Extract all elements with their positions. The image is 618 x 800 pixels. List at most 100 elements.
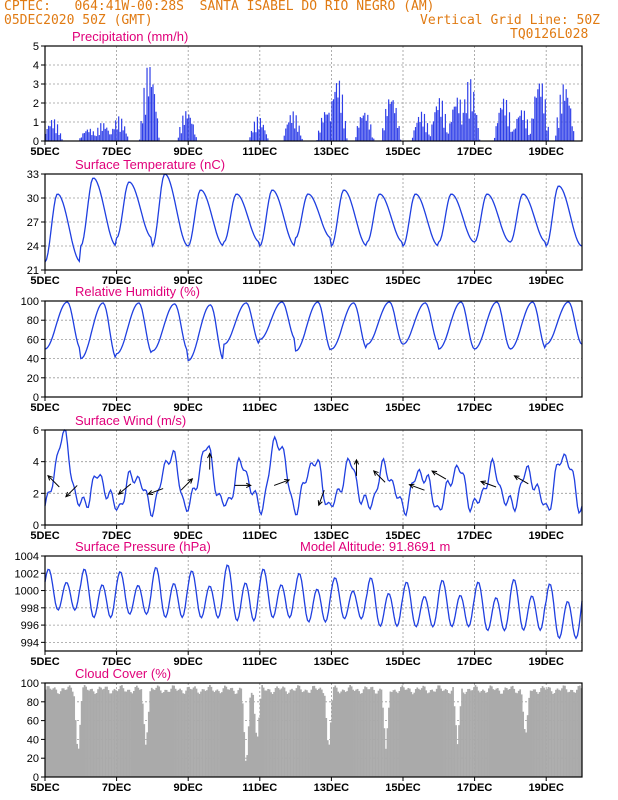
cloud-cover-bar [174, 688, 177, 777]
cloud-cover-bar [133, 690, 135, 777]
precipitation-bar [86, 129, 88, 141]
cloud-cover-bar [212, 690, 214, 777]
precipitation-bar [394, 113, 396, 141]
precipitation-bar [343, 128, 345, 141]
y-tick-label: 30 [27, 193, 39, 205]
x-tick-label: 5DEC [30, 530, 59, 542]
cloud-cover-bar [153, 689, 156, 777]
cloud-cover-bar [176, 690, 178, 777]
cloud-cover-bar [128, 689, 131, 777]
cloud-cover-bar [109, 693, 111, 777]
precipitation-bar [505, 100, 508, 141]
precipitation-bar [46, 128, 48, 141]
precipitation-bar [444, 113, 446, 141]
wind-arrow-head [207, 452, 213, 459]
precipitation-bar [103, 123, 105, 141]
cloud-cover-bar [140, 689, 143, 777]
cloud-cover-bar [319, 687, 322, 777]
cloud-cover-bar [95, 693, 98, 777]
cloud-cover-bar [543, 687, 545, 777]
precipitation-bar [362, 115, 364, 141]
cloud-cover-bar [408, 688, 411, 777]
cloud-cover-bar [511, 685, 514, 777]
wind-arrow-head [372, 470, 379, 476]
x-tick-label: 13DEC [314, 530, 350, 542]
cloud-cover-bar [505, 688, 508, 777]
precipitation-bar [94, 135, 96, 141]
cloud-cover-bar [56, 693, 59, 777]
cloud-cover-bar [492, 689, 495, 777]
cloud-cover-bar [552, 694, 554, 777]
cloud-cover-bar [135, 685, 138, 777]
panel-title: Surface Temperature (nC) [75, 157, 225, 172]
cloud-cover-bar [165, 689, 168, 777]
precipitation-bar [55, 133, 57, 141]
cloud-cover-bar [116, 691, 119, 777]
precipitation-bar [119, 131, 121, 141]
precipitation-bar [364, 112, 366, 141]
cloud-cover-bar [298, 685, 301, 777]
x-tick-label: 7DEC [102, 146, 131, 158]
precipitation-bar [286, 124, 288, 141]
cloud-cover-bar [200, 691, 202, 777]
cloud-cover-bar [441, 691, 444, 777]
precipitation-bar [153, 94, 156, 141]
precipitation-bar [143, 87, 145, 141]
precipitation-bar [252, 132, 254, 141]
cloud-cover-bar [437, 685, 439, 777]
y-tick-label: 996 [21, 620, 39, 632]
precipitation-bar [83, 133, 85, 141]
precipitation-bar [437, 110, 439, 141]
cloud-cover-bar [255, 732, 258, 777]
precipitation-bar [479, 139, 481, 141]
cloud-cover-bar [562, 685, 565, 777]
cloud-cover-bar [270, 692, 272, 777]
precipitation-bar [289, 115, 291, 141]
precipitation-bar [392, 100, 394, 141]
wind-arrow-head [317, 500, 323, 507]
cloud-cover-bar [382, 707, 384, 777]
precipitation-bar [141, 123, 144, 141]
cloud-cover-bar [443, 690, 445, 777]
cloud-cover-bar [397, 693, 399, 777]
cloud-cover-bar [294, 690, 296, 777]
cloud-cover-bar [525, 732, 528, 777]
precipitation-bar [529, 133, 531, 141]
cloud-cover-bar [496, 688, 499, 777]
precipitation-bar [291, 122, 293, 141]
x-tick-label: 9DEC [174, 656, 203, 668]
precipitation-bar [285, 128, 287, 141]
precipitation-bar [98, 135, 100, 141]
cloud-cover-bar [438, 685, 441, 777]
precipitation-bar [258, 129, 260, 141]
y-tick-label: 80 [27, 315, 39, 327]
precipitation-bar [325, 114, 327, 141]
precipitation-bar [121, 118, 123, 141]
precipitation-bar [152, 84, 154, 141]
cloud-cover-bar [189, 688, 192, 777]
cloud-cover-bar [388, 707, 390, 777]
cloud-cover-bar [411, 694, 414, 777]
cloud-cover-bar [241, 703, 244, 777]
cloud-cover-bar [47, 686, 50, 777]
cloud-cover-bar [356, 688, 359, 777]
precipitation-bar [122, 130, 124, 141]
wind-arrow-head [117, 489, 124, 495]
cloud-cover-bar [150, 687, 153, 777]
cloud-cover-bar [400, 687, 402, 777]
cloud-cover-bar [328, 744, 331, 777]
cloud-cover-bar [559, 690, 562, 777]
precipitation-bar [116, 129, 118, 141]
precipitation-bar [124, 126, 126, 141]
cloud-cover-bar [564, 685, 566, 777]
precipitation-bar [355, 137, 357, 141]
cloud-cover-bar [73, 696, 76, 777]
precipitation-bar [535, 97, 537, 141]
precipitation-bar [158, 137, 160, 141]
precipitation-bar [450, 121, 452, 141]
y-tick-label: 0 [33, 520, 39, 532]
precipitation-bar [570, 108, 572, 141]
precipitation-bar [499, 107, 502, 141]
precipitation-bar [508, 112, 511, 141]
cloud-cover-bar [326, 740, 329, 777]
